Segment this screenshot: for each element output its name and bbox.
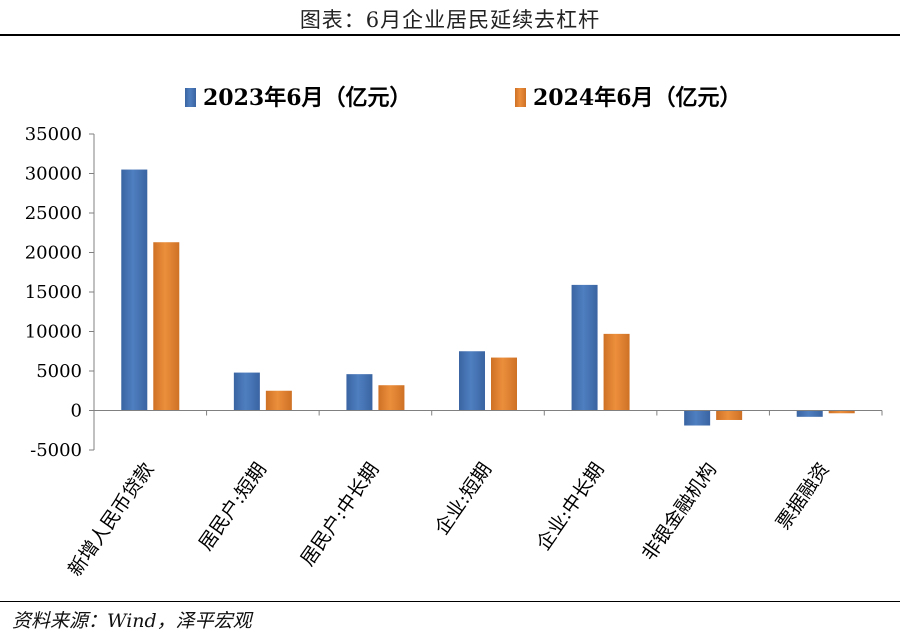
x-category-label: 居民户:短期 xyxy=(195,459,271,555)
legend-label-1: 2023年6月（亿元） xyxy=(203,85,412,111)
x-category-label: 企业:短期 xyxy=(431,459,496,539)
footer-rule xyxy=(0,601,900,602)
bar-2-4 xyxy=(491,357,517,411)
bar-2-6 xyxy=(716,410,743,420)
bar-1-7 xyxy=(796,410,823,417)
x-category-label: 票据融资 xyxy=(772,459,834,534)
bar-2-1 xyxy=(153,242,180,411)
x-axis: 新增人民币贷款 居民户:短期 居民户:中长期 企业:短期 企业:中长期 非银金融机构 票据融… xyxy=(64,410,883,581)
bar-2-3 xyxy=(378,385,405,411)
x-category-label: 非银金融机构 xyxy=(638,459,721,565)
bars xyxy=(121,169,855,426)
y-tick-label: 5000 xyxy=(36,361,82,382)
bar-1-6 xyxy=(684,410,711,426)
bar-1-3 xyxy=(346,374,373,411)
y-tick-label: 30000 xyxy=(25,164,82,185)
bar-1-5 xyxy=(571,284,598,411)
y-axis: -5000 0 5000 10000 15000 20000 25000 30000 35000 xyxy=(25,124,95,461)
y-tick-label: -5000 xyxy=(30,440,82,461)
y-tick-label: 20000 xyxy=(25,243,82,264)
title-rule xyxy=(0,34,900,36)
y-tick-label: 10000 xyxy=(25,322,82,343)
source-note: 资料来源：Wind，泽平宏观 xyxy=(12,610,252,632)
y-tick-label: 0 xyxy=(71,401,82,422)
bar-2-5 xyxy=(603,333,630,411)
bar-1-1 xyxy=(121,169,148,411)
x-category-label: 企业:中长期 xyxy=(532,459,608,555)
legend: 2023年6月（亿元） 2024年6月（亿元） xyxy=(185,85,742,111)
x-category-label: 居民户:中长期 xyxy=(296,459,383,570)
y-tick-label: 15000 xyxy=(25,282,82,303)
legend-label-2: 2024年6月（亿元） xyxy=(533,85,742,111)
chart-title: 图表：6月企业居民延续去杠杆 xyxy=(299,8,601,32)
bar-2-7 xyxy=(828,410,855,414)
y-tick-label: 35000 xyxy=(25,124,82,145)
x-category-label: 新增人民币贷款 xyxy=(64,459,158,581)
y-tick-label: 25000 xyxy=(25,203,82,224)
bar-1-4 xyxy=(459,351,485,411)
bar-1-2 xyxy=(233,372,260,411)
bar-chart: 2023年6月（亿元） 2024年6月（亿元） -5000 0 5000 10000 15… xyxy=(25,85,883,581)
legend-swatch-2 xyxy=(515,88,526,107)
legend-swatch-1 xyxy=(185,88,196,107)
bar-2-2 xyxy=(265,390,292,411)
